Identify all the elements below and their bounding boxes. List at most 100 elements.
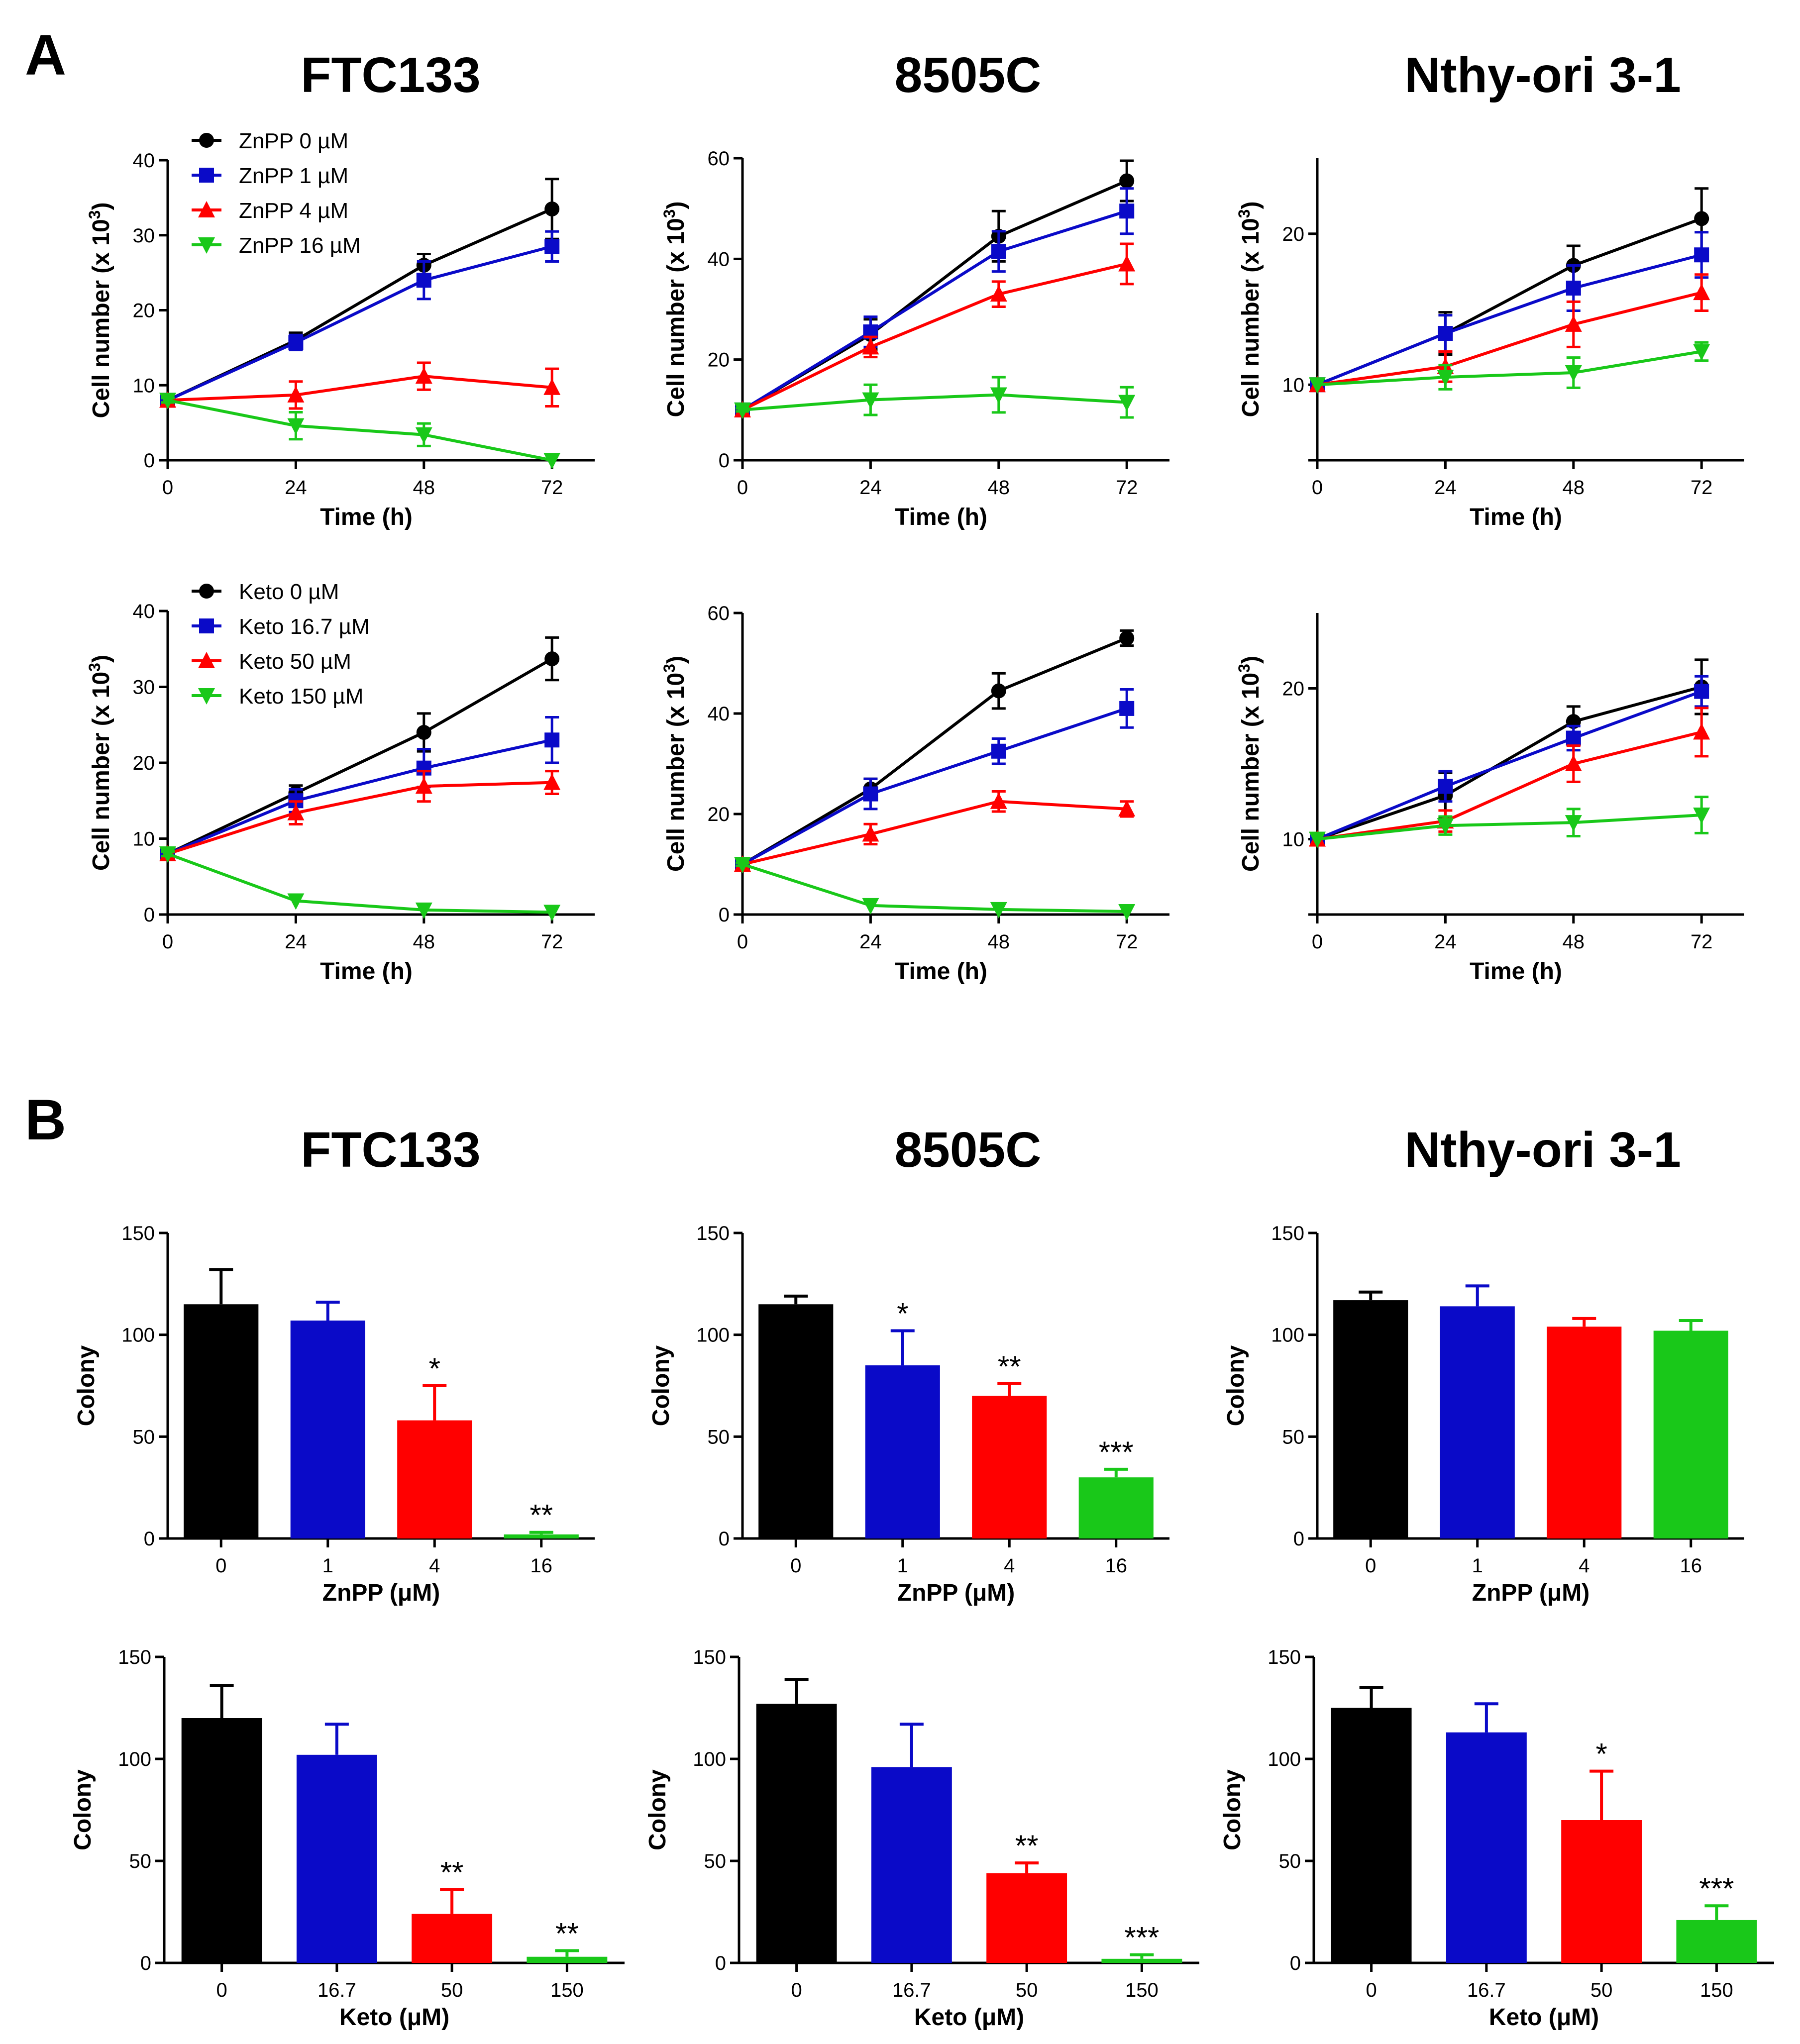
- y-tick-label: 40: [708, 248, 730, 270]
- bar: [865, 1365, 940, 1538]
- y-tick-label: 150: [693, 1646, 726, 1668]
- bar: [296, 1754, 377, 1963]
- x-axis-label: Time (h): [1470, 504, 1562, 530]
- y-axis-label: Colony: [648, 1345, 674, 1426]
- series-line: [1317, 814, 1702, 841]
- significance-label: **: [998, 1350, 1021, 1383]
- y-tick-label: 20: [708, 349, 730, 371]
- y-axis-label: Cell number (x 103): [86, 203, 114, 418]
- legend-label: Keto 50 µM: [239, 649, 351, 674]
- y-tick-label: 40: [708, 703, 730, 725]
- series-line: [167, 399, 552, 462]
- series-2: [159, 361, 561, 410]
- x-tick-label: 72: [1116, 477, 1138, 499]
- x-tick-label: 1: [322, 1555, 333, 1577]
- x-axis-label: ZnPP (μM): [897, 1580, 1015, 1606]
- data-point: [1565, 755, 1582, 771]
- x-tick-label: 50: [1590, 1979, 1613, 2001]
- data-point: [415, 777, 432, 794]
- panel-letter-b: B: [25, 1088, 66, 1152]
- series-line: [741, 262, 1127, 411]
- x-axis-label: Keto (μM): [1489, 2004, 1599, 2031]
- legend-label: Keto 150 µM: [239, 684, 363, 709]
- bar: [1101, 1958, 1182, 1963]
- chart-ftc133-znpp-colony: 0 50 100 150 0 1 4 * 16 ** ZnPP (μM) Colony: [73, 1223, 595, 1606]
- series-1: [160, 230, 560, 408]
- series-3: [1309, 341, 1710, 394]
- data-point: [862, 338, 879, 355]
- chart-nthy-znpp-growth: 10 20 0 24 48 72 Time (h) Cell number (x 103): [1235, 158, 1744, 530]
- x-tick-label: 48: [1563, 931, 1585, 953]
- x-tick-label: 4: [1579, 1555, 1589, 1577]
- legend-label: ZnPP 16 µM: [239, 233, 361, 258]
- x-tick-label: 0: [737, 477, 748, 499]
- bar: [504, 1534, 579, 1538]
- bar: [397, 1420, 472, 1538]
- y-tick-label: 20: [1282, 678, 1305, 700]
- x-tick-label: 0: [1366, 1979, 1377, 2001]
- x-tick-label: 4: [1004, 1555, 1015, 1577]
- bar: [756, 1704, 837, 1963]
- y-tick-label: 100: [121, 1325, 155, 1346]
- x-tick-label: 48: [988, 931, 1010, 953]
- chart-8505c-znpp-growth: 0 20 40 60 0 24 48 72 Time (h) Cell number (x 103…: [660, 148, 1169, 530]
- x-axis-label: Time (h): [895, 504, 987, 530]
- column-title-8505c: 8505C: [895, 47, 1042, 103]
- x-tick-label: 48: [413, 477, 435, 499]
- legend-marker: [199, 618, 214, 633]
- series-line: [741, 209, 1128, 411]
- y-tick-label: 50: [133, 1426, 155, 1448]
- data-point: [991, 743, 1006, 759]
- x-tick-label: 72: [1691, 931, 1713, 953]
- x-tick-label: 0: [1312, 477, 1323, 499]
- chart-ftc133-keto-growth: 0 10 20 30 40 0 24 48 72 Time (h) Cell number (x 1…: [86, 580, 595, 985]
- chart-nthy-keto-growth: 10 20 0 24 48 72 Time (h) Cell number (x 103): [1235, 613, 1744, 985]
- x-axis-label: ZnPP (μM): [322, 1580, 440, 1606]
- x-tick-label: 0: [1312, 931, 1323, 953]
- chart-nthy-keto-colony: 0 50 100 150 0 16.7 50 * 150 *** Keto (μM) Colony: [1219, 1646, 1774, 2031]
- column-title-8505c-b: 8505C: [895, 1122, 1042, 1178]
- y-tick-label: 150: [1268, 1646, 1301, 1668]
- y-tick-label: 30: [133, 677, 155, 699]
- bar: [871, 1767, 952, 1963]
- y-tick-label: 150: [118, 1646, 151, 1668]
- y-tick-label: 50: [129, 1850, 152, 1872]
- y-tick-label: 60: [708, 148, 730, 170]
- series-3: [734, 857, 1136, 920]
- data-point: [862, 898, 879, 915]
- x-axis-label: Time (h): [320, 504, 413, 530]
- y-axis-label: Colony: [70, 1769, 96, 1850]
- y-axis-label: Colony: [73, 1345, 100, 1426]
- chart-8505c-znpp-colony: 0 50 100 150 0 1 * 4 ** 16 *** ZnPP (μM) Colony: [648, 1223, 1169, 1606]
- x-tick-label: 50: [441, 1979, 463, 2001]
- significance-label: ***: [1699, 1872, 1734, 1905]
- data-point: [734, 402, 751, 419]
- y-tick-label: 20: [133, 752, 155, 774]
- y-tick-label: 0: [144, 904, 155, 926]
- significance-label: ***: [1124, 1921, 1159, 1954]
- series-2: [734, 790, 1136, 872]
- y-tick-label: 150: [121, 1223, 155, 1244]
- x-tick-label: 24: [859, 477, 882, 499]
- x-tick-label: 24: [285, 477, 307, 499]
- data-point: [1693, 284, 1710, 301]
- series-line: [1317, 685, 1702, 841]
- series-1: [735, 688, 1135, 872]
- data-point: [1438, 779, 1453, 794]
- column-title-nthy: Nthy-ori 3-1: [1404, 47, 1681, 103]
- significance-label: **: [1015, 1829, 1039, 1862]
- x-axis-label: Keto (μM): [914, 2004, 1024, 2031]
- data-point: [1309, 831, 1326, 848]
- series-3: [159, 393, 561, 469]
- x-tick-label: 0: [162, 931, 173, 953]
- y-tick-label: 100: [118, 1748, 151, 1770]
- series-3: [1309, 796, 1710, 848]
- legend-label: Keto 16.7 µM: [239, 614, 370, 639]
- legend-marker: [199, 133, 214, 148]
- data-point: [1118, 255, 1136, 272]
- data-point: [1693, 808, 1710, 824]
- series-line: [742, 393, 1127, 411]
- legend-label: ZnPP 4 µM: [239, 199, 348, 223]
- y-tick-label: 20: [133, 300, 155, 322]
